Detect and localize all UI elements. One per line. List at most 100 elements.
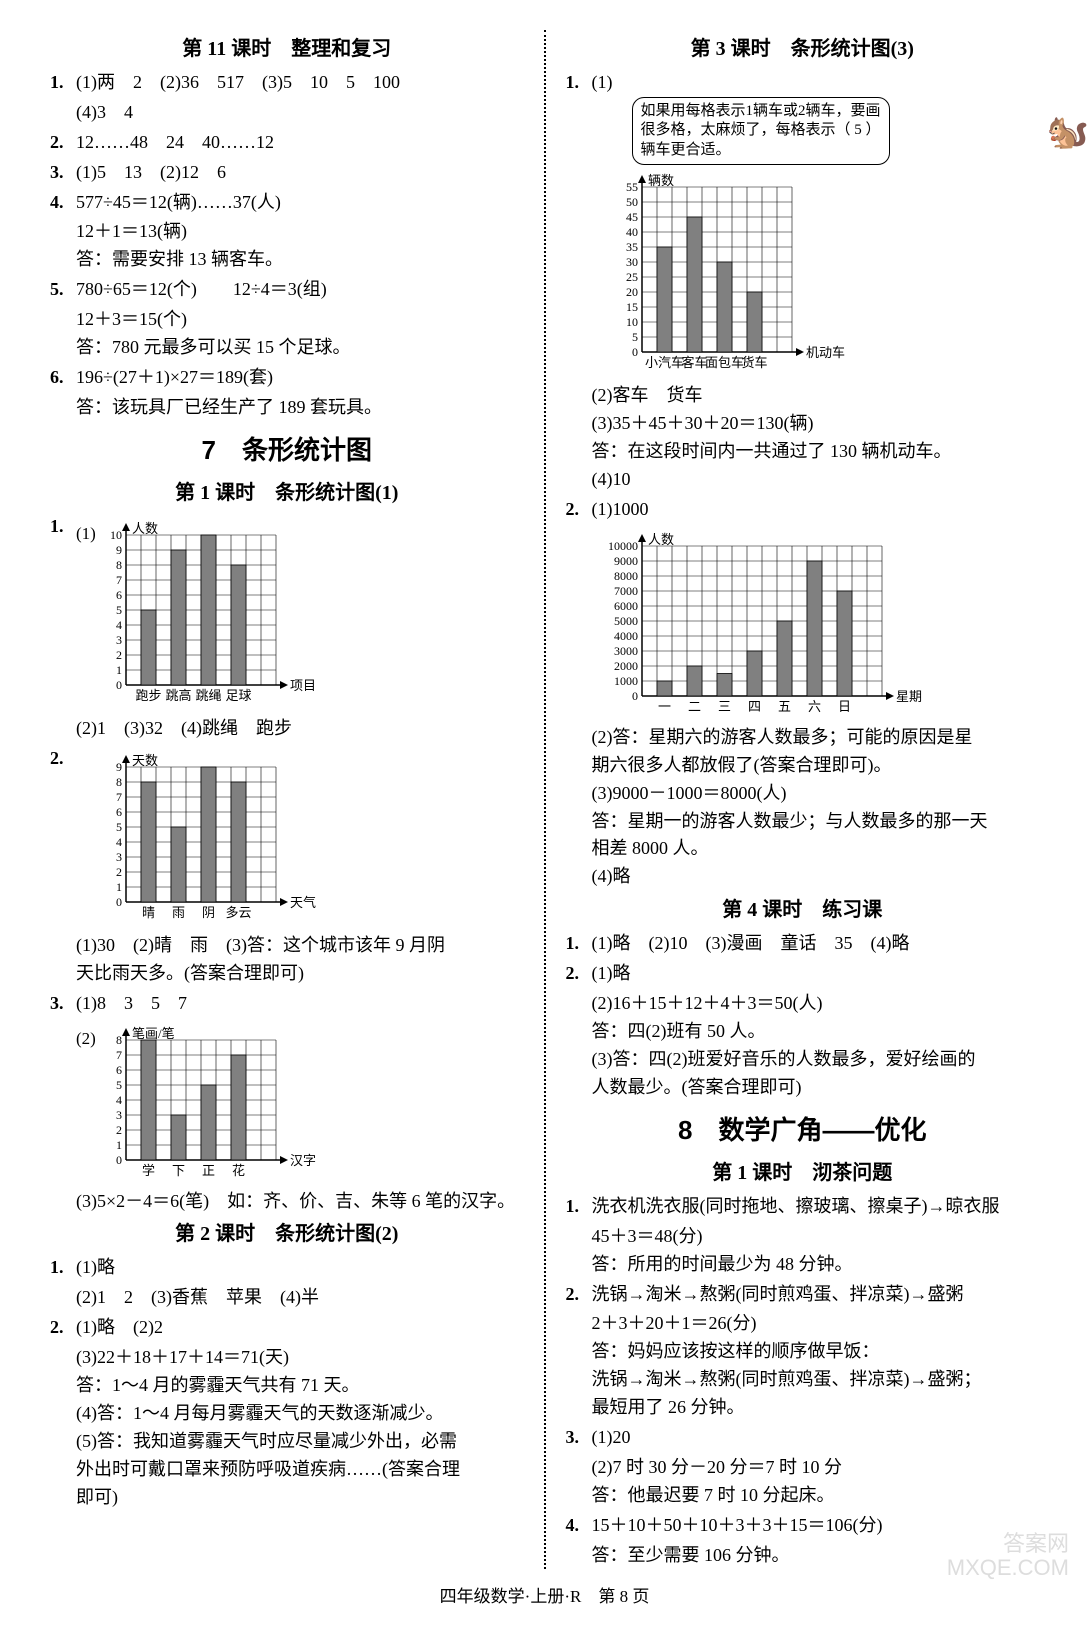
svg-text:4000: 4000	[614, 629, 638, 643]
question: 1.(1) 如果用每格表示1辆车或2辆车，要画很多格，太麻烦了，每格表示（ 5 …	[566, 69, 1040, 380]
svg-text:15: 15	[626, 300, 638, 314]
svg-text:下: 下	[172, 1163, 185, 1178]
svg-text:5: 5	[116, 820, 122, 834]
question: 1.洗衣机洗衣服(同时拖地、擦玻璃、擦桌子)→晾衣服	[566, 1193, 1040, 1221]
svg-text:三: 三	[717, 699, 730, 714]
svg-text:(2): (2)	[76, 1029, 96, 1048]
line: (4)10	[566, 466, 1040, 494]
svg-text:1: 1	[116, 880, 122, 894]
qnum: 5.	[50, 276, 76, 304]
line: 答：妈妈应该按这样的顺序做早饭：	[566, 1338, 1040, 1366]
line: 答：该玩具厂已经生产了 189 套玩具。	[50, 394, 524, 422]
qbody: (1)略	[592, 960, 1040, 988]
qbody: (1)5 13 (2)12 6	[76, 159, 524, 187]
svg-text:星期: 星期	[896, 689, 922, 704]
svg-text:3: 3	[116, 850, 122, 864]
svg-text:面包车: 面包车	[704, 355, 743, 370]
svg-text:货车: 货车	[741, 355, 767, 370]
qnum: 1.	[566, 930, 592, 958]
line: (2)1 2 (3)香蕉 苹果 (4)半	[50, 1284, 524, 1312]
svg-text:(1): (1)	[76, 524, 96, 543]
svg-text:7: 7	[116, 1048, 122, 1062]
watermark-line1: 答案网	[947, 1532, 1069, 1556]
qbody: 196÷(27＋1)×27＝189(套)	[76, 364, 524, 392]
svg-text:四: 四	[747, 699, 760, 714]
bar-chart-1: (1)109876543210人数项目跑步跳高跳绳足球	[76, 517, 524, 707]
question: 1.(1)略	[50, 1254, 524, 1282]
qnum: 1.	[50, 513, 76, 713]
qnum: 3.	[566, 1424, 592, 1452]
svg-text:50: 50	[626, 195, 638, 209]
svg-text:4: 4	[116, 835, 122, 849]
svg-text:0: 0	[116, 895, 122, 909]
svg-text:4: 4	[116, 1093, 122, 1107]
qbody: (1)20	[592, 1424, 1040, 1452]
svg-text:天数: 天数	[132, 753, 158, 768]
svg-text:1000: 1000	[614, 674, 638, 688]
line: 答：他最迟要 7 时 10 分起床。	[566, 1482, 1040, 1510]
qbody: (1)8 3 5 7	[76, 990, 524, 1018]
svg-text:二: 二	[687, 699, 700, 714]
svg-text:小汽车: 小汽车	[644, 355, 683, 370]
line: 答：780 元最多可以买 15 个足球。	[50, 334, 524, 362]
qnum: 2.	[50, 1314, 76, 1342]
svg-text:3: 3	[116, 633, 122, 647]
chapter-title: 7 条形统计图	[50, 430, 524, 470]
svg-text:8: 8	[116, 775, 122, 789]
line: (3)答：四(2)班爱好音乐的人数最多，爱好绘画的	[566, 1046, 1040, 1074]
svg-text:10000: 10000	[608, 539, 638, 553]
line: 外出时可戴口罩来预防呼吸道疾病……(答案合理	[50, 1456, 524, 1484]
svg-text:项目: 项目	[290, 678, 316, 693]
question: 1.(1)两 2 (2)36 517 (3)5 10 5 100	[50, 69, 524, 97]
svg-text:雨: 雨	[172, 905, 185, 920]
question: 2.(1)略	[566, 960, 1040, 988]
svg-text:7: 7	[116, 790, 122, 804]
svg-text:五: 五	[777, 699, 790, 714]
svg-text:7000: 7000	[614, 584, 638, 598]
line: (2)1 (3)32 (4)跳绳 跑步	[50, 715, 524, 743]
svg-text:55: 55	[626, 180, 638, 194]
qnum: 4.	[50, 189, 76, 217]
svg-text:机动车: 机动车	[806, 345, 845, 360]
svg-text:0: 0	[116, 678, 122, 692]
qnum: 2.	[566, 1281, 592, 1309]
qbody: 577÷45＝12(辆)……37(人)	[76, 189, 524, 217]
line: (3)22＋18＋17＋14＝71(天)	[50, 1344, 524, 1372]
column-divider	[544, 30, 546, 1569]
line: (3)5×2－4＝6(笔) 如：齐、价、吉、朱等 6 笔的汉字。	[50, 1188, 524, 1216]
section-title: 第 11 课时 整理和复习	[50, 34, 524, 65]
svg-text:1: 1	[116, 1138, 122, 1152]
line: 答：在这段时间内一共通过了 130 辆机动车。	[566, 438, 1040, 466]
line: (2)答：星期六的游客人数最多；可能的原因是星	[566, 724, 1040, 752]
svg-text:4: 4	[116, 618, 122, 632]
svg-text:5: 5	[116, 1078, 122, 1092]
svg-text:9000: 9000	[614, 554, 638, 568]
qbody: 洗锅→淘米→熬粥(同时煎鸡蛋、拌凉菜)→盛粥	[592, 1281, 1040, 1309]
svg-text:6: 6	[116, 1063, 122, 1077]
qbody: 780÷65＝12(个) 12÷4＝3(组)	[76, 276, 524, 304]
section-title: 第 1 课时 条形统计图(1)	[50, 478, 524, 509]
svg-text:6: 6	[116, 805, 122, 819]
svg-text:30: 30	[626, 255, 638, 269]
qnum: 1.	[566, 1193, 592, 1221]
svg-text:7: 7	[116, 573, 122, 587]
section-title: 第 4 课时 练习课	[566, 895, 1040, 926]
svg-text:2: 2	[116, 865, 122, 879]
svg-text:一: 一	[657, 699, 670, 714]
bar-chart-5: 1000090008000700060005000400030002000100…	[592, 528, 1040, 718]
qnum: 3.	[50, 990, 76, 1018]
svg-text:5: 5	[632, 330, 638, 344]
svg-text:9: 9	[116, 760, 122, 774]
svg-text:5000: 5000	[614, 614, 638, 628]
question: 5.780÷65＝12(个) 12÷4＝3(组)	[50, 276, 524, 304]
qbody: (1) 如果用每格表示1辆车或2辆车，要画很多格，太麻烦了，每格表示（ 5 ）辆…	[592, 69, 1040, 380]
line: (4)略	[566, 863, 1040, 891]
svg-text:人数: 人数	[132, 521, 158, 536]
page-columns: 第 11 课时 整理和复习 1.(1)两 2 (2)36 517 (3)5 10…	[50, 30, 1039, 1569]
svg-text:35: 35	[626, 240, 638, 254]
line: 2＋3＋20＋1＝26(分)	[566, 1310, 1040, 1338]
svg-text:1: 1	[116, 663, 122, 677]
line: 45＋3＝48(分)	[566, 1223, 1040, 1251]
qbody: (1)略	[76, 1254, 524, 1282]
svg-text:3000: 3000	[614, 644, 638, 658]
